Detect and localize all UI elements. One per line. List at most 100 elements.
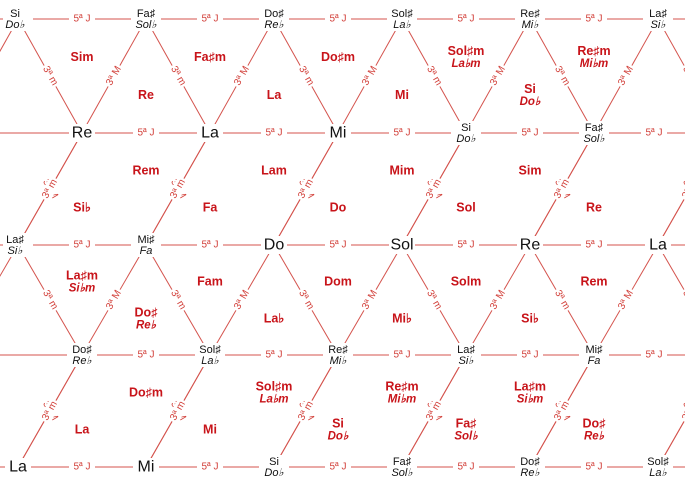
fifth-interval-label-text: 5ª J — [585, 14, 602, 25]
interval-label-bg — [230, 286, 254, 314]
minor-third-interval-label: 3ª m — [422, 62, 446, 90]
major-third-interval-label: 3ª M — [102, 286, 126, 314]
interval-label-bg — [678, 175, 685, 203]
note-label: Si — [461, 122, 471, 134]
minor-third-interval-label: 3ª m — [294, 286, 318, 314]
third-line — [657, 244, 685, 293]
triad-alt-label: Re♭ — [584, 431, 605, 443]
note-bg — [259, 455, 289, 479]
triad-label: Do♯m — [321, 50, 355, 64]
triad-label: La — [267, 88, 283, 102]
fifth-interval-label: 5ª J — [69, 13, 95, 25]
triad-label: La♯m — [66, 269, 98, 283]
interval-label-bg — [550, 397, 574, 425]
triad-label: Mi — [395, 88, 409, 102]
interval-label-bg — [550, 175, 574, 203]
interval-label-bg — [294, 397, 318, 425]
minor-third-interval-label: 3ª m — [422, 286, 446, 314]
interval-label-bg — [614, 62, 638, 90]
triad-alt-label: Sol♭ — [454, 431, 478, 443]
note-bg — [387, 7, 417, 31]
minor-third-interval-label: 3ª m — [422, 175, 446, 203]
note-label: Do♯ — [264, 8, 284, 20]
interval-label-bg — [38, 286, 62, 314]
major-third-interval-label: 3ª M — [102, 62, 126, 90]
fifth-interval-label: 5ª J — [581, 13, 607, 25]
triad-alt-label: Re♭ — [136, 319, 157, 331]
note-bg — [133, 458, 159, 476]
note-bg — [451, 343, 481, 367]
minor-third-interval-label-text: 3ª m — [680, 399, 685, 422]
triad-label: Sol♯m — [256, 379, 293, 393]
minor-third-interval-label: 3ª m — [38, 62, 62, 90]
major-third-interval-label: 3ª M — [230, 286, 254, 314]
triad-label: Fa♯ — [456, 417, 477, 431]
interval-label-bg — [38, 175, 62, 203]
note-bg — [515, 7, 545, 31]
triad-label: Re — [586, 201, 602, 215]
note-alt-label: Fa — [140, 245, 153, 257]
minor-third-interval-label: 3ª m — [678, 175, 685, 203]
interval-label-bg — [38, 62, 62, 90]
note-bg — [517, 236, 543, 254]
note-bg — [643, 7, 673, 31]
note-alt-label: La♭ — [649, 467, 667, 479]
fifth-interval-label: 5ª J — [517, 127, 543, 139]
interval-label-bg — [261, 127, 287, 139]
interval-label-bg — [389, 127, 415, 139]
note-label: Do♯ — [520, 456, 540, 468]
interval-label-bg — [166, 397, 190, 425]
triad-alt-label: Mi♭m — [388, 393, 416, 405]
triad-label: Mi — [203, 423, 217, 437]
note-alt-label: Sol♭ — [583, 133, 605, 145]
fifth-interval-label-text: 5ª J — [201, 14, 218, 25]
note-alt-label: Si♭ — [8, 245, 24, 257]
triad-label: La♯m — [514, 379, 546, 393]
note-bg — [451, 121, 481, 145]
note-bg — [579, 121, 609, 145]
fifth-interval-label: 5ª J — [581, 239, 607, 251]
interval-label-bg — [325, 461, 351, 473]
interval-label-bg — [678, 397, 685, 425]
note-label: Mi — [138, 459, 155, 476]
fifth-interval-label-text: 5ª J — [457, 240, 474, 251]
third-line — [657, 196, 685, 246]
fifth-interval-label-text: 5ª J — [521, 350, 538, 361]
interval-label-bg — [197, 13, 223, 25]
note-label: Si — [10, 8, 20, 20]
fifth-interval-label: 5ª J — [69, 239, 95, 251]
note-bg — [323, 343, 353, 367]
triad-label: Lam — [261, 163, 287, 177]
note-label: Sol♯ — [391, 8, 413, 20]
interval-label-bg — [422, 175, 446, 203]
note-label: Re♯ — [328, 344, 348, 356]
minor-third-interval-label: 3ª m — [166, 175, 190, 203]
fifth-interval-label: 5ª J — [517, 349, 543, 361]
note-label: Mi — [330, 125, 347, 142]
interval-label-bg — [641, 349, 667, 361]
triad-label: La♭ — [264, 311, 285, 325]
minor-third-interval-label: 3ª m — [678, 62, 685, 90]
note-bg — [387, 455, 417, 479]
note-label: Fa♯ — [137, 8, 156, 20]
interval-label-bg — [358, 286, 382, 314]
triad-label: Re — [138, 88, 154, 102]
note-bg — [131, 7, 161, 31]
interval-label-bg — [614, 286, 638, 314]
note-bg — [261, 236, 287, 254]
interval-label-bg — [678, 286, 685, 314]
note-label: Mi♯ — [137, 234, 155, 246]
note-label: La♯ — [6, 234, 24, 246]
minor-third-interval-label: 3ª m — [38, 286, 62, 314]
interval-label-bg — [422, 286, 446, 314]
note-label: La — [649, 237, 667, 254]
note-label: Mi♯ — [585, 344, 603, 356]
note-bg — [259, 7, 289, 31]
note-bg — [69, 124, 95, 142]
interval-label-bg — [102, 286, 126, 314]
interval-label-bg — [69, 461, 95, 473]
fifth-interval-label-text: 5ª J — [329, 14, 346, 25]
fifth-interval-label: 5ª J — [641, 349, 667, 361]
minor-third-interval-label: 3ª m — [38, 175, 62, 203]
